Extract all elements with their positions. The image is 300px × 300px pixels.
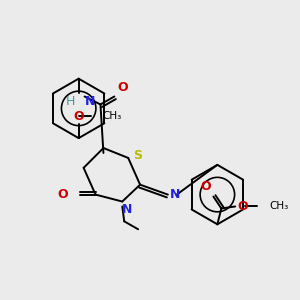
Text: N: N — [85, 94, 95, 107]
Text: N: N — [122, 202, 133, 215]
Text: O: O — [201, 180, 212, 193]
Text: CH₃: CH₃ — [102, 111, 122, 121]
Text: CH₃: CH₃ — [269, 202, 288, 212]
Text: H: H — [65, 94, 75, 107]
Text: O: O — [237, 200, 248, 213]
Text: N: N — [170, 188, 180, 201]
Text: O: O — [74, 110, 84, 123]
Text: S: S — [133, 149, 142, 162]
Text: O: O — [117, 80, 128, 94]
Text: O: O — [57, 188, 68, 201]
